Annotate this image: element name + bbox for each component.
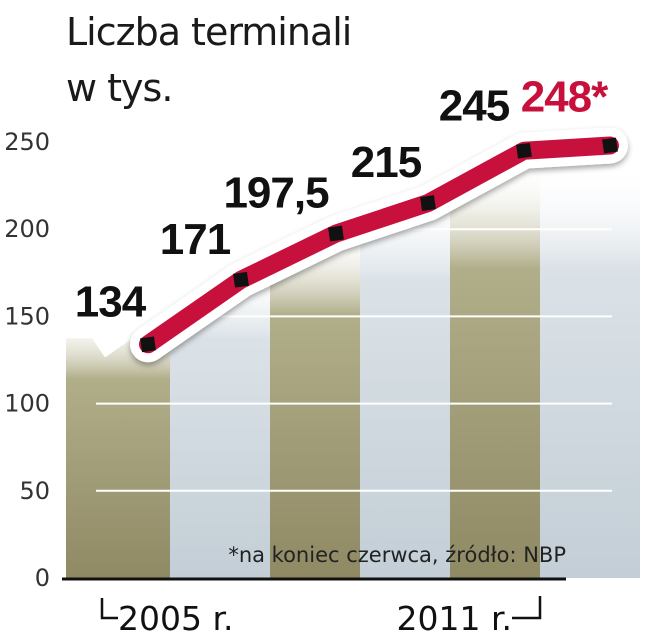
data-label: 197,5	[223, 169, 329, 218]
footnote: *na koniec czerwca, źródło: NBP	[228, 543, 566, 567]
data-label: 248*	[521, 72, 609, 121]
data-point	[420, 195, 436, 211]
data-label: 134	[75, 277, 147, 326]
x-bracket-left	[100, 598, 118, 620]
data-point	[140, 336, 156, 353]
y-axis: 0 50 100 150 200 250	[4, 128, 566, 592]
data-label: 215	[351, 138, 422, 187]
data-point	[233, 271, 249, 288]
band-light	[170, 259, 270, 578]
data-label: 245	[439, 82, 510, 131]
data-point	[328, 225, 344, 242]
background-bands	[66, 163, 640, 579]
chart-title: Liczba terminali w tys.	[66, 4, 352, 116]
band-light	[360, 181, 450, 579]
band-light	[540, 163, 640, 578]
data-label: 171	[160, 215, 231, 264]
data-points	[140, 137, 618, 353]
y-tick-label: 50	[19, 477, 50, 505]
y-tick-label: 200	[4, 215, 50, 243]
data-point	[602, 137, 618, 154]
band-dark	[66, 312, 170, 578]
x-bracket-right	[512, 596, 542, 620]
band-dark	[450, 164, 540, 578]
y-tick-label: 150	[4, 302, 50, 330]
x-label-end: 2011 r.	[397, 599, 513, 638]
series-line-red	[139, 136, 619, 354]
y-tick-label: 0	[35, 564, 50, 592]
series-line	[130, 127, 628, 363]
x-axis: 2005 r. 2011 r.	[100, 596, 542, 638]
title-line-1: Liczba terminali	[66, 10, 352, 54]
band-dark	[270, 227, 360, 579]
y-tick-label: 250	[4, 128, 50, 156]
y-tick-label: 100	[4, 390, 50, 418]
x-label-start: 2005 r.	[118, 599, 234, 638]
data-point	[516, 142, 532, 159]
title-line-2: w tys.	[66, 66, 173, 110]
